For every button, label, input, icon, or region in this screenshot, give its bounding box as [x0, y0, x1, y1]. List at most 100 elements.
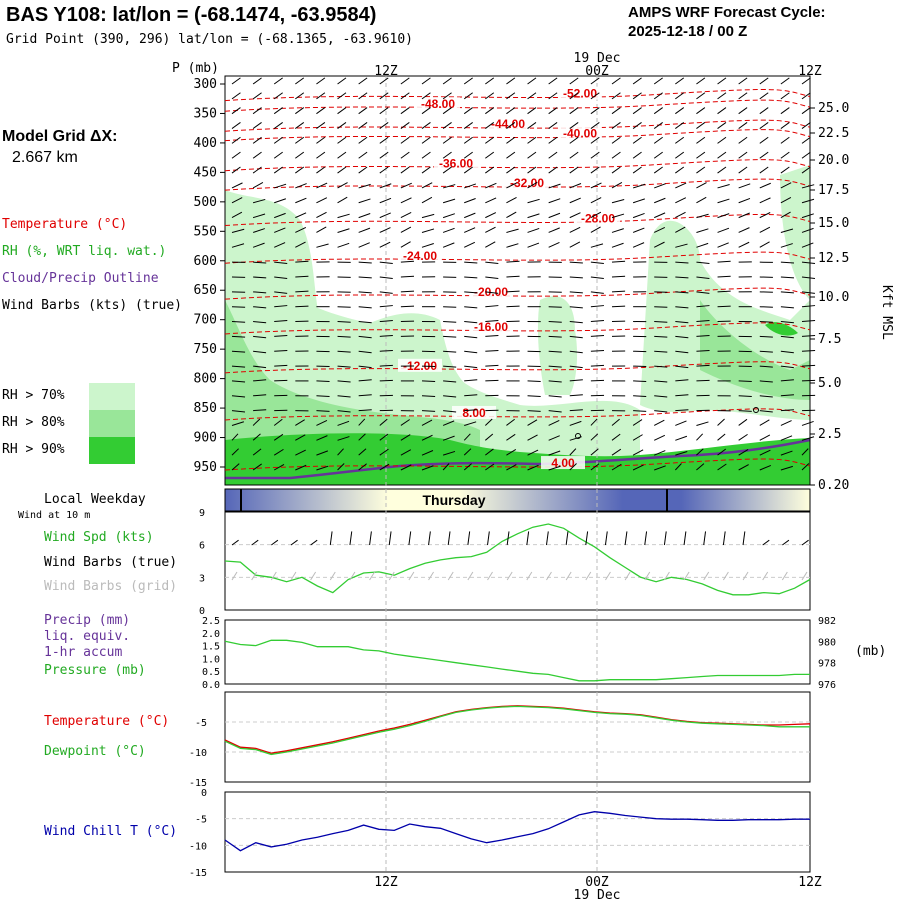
height-tick: 5.0: [818, 376, 841, 391]
wind-barb: [463, 77, 473, 85]
wind-barb: [337, 136, 347, 144]
wind-barb: [379, 334, 393, 337]
wind-barb: [654, 183, 666, 189]
wind-barb: [569, 365, 583, 369]
wind-barb: [696, 166, 706, 174]
pressure-tick: 600: [194, 254, 217, 269]
wind-barb: [379, 448, 389, 456]
wind-barb: [527, 395, 541, 397]
wind-barb: [316, 92, 326, 100]
wind-barb: [464, 291, 478, 294]
wind-barb: [231, 395, 246, 398]
wind-barb: [738, 380, 752, 382]
wind-barb: [252, 463, 262, 471]
precip-ytick: 0.5: [202, 667, 220, 678]
wind-barb: [506, 151, 516, 159]
legend-rh80-swatch: [89, 410, 135, 437]
wind-barb: [527, 181, 538, 189]
grid-wind-barb: [546, 571, 552, 581]
surface-wind-barb: [251, 539, 259, 546]
wind-barb: [801, 261, 816, 265]
wind-barb: [316, 77, 326, 85]
wind-barb: [273, 433, 284, 441]
wind-barb: [421, 196, 433, 204]
wind-barb: [485, 433, 494, 441]
height-tick: 2.5: [818, 427, 841, 442]
wind-barb: [421, 182, 433, 189]
wind-barb: [443, 395, 457, 398]
wind-barb: [527, 242, 540, 248]
wind-barb: [780, 379, 794, 382]
wind-barb: [400, 241, 411, 248]
wind-barb: [759, 335, 773, 338]
wind-barb: [506, 182, 518, 189]
wind-barb: [569, 241, 581, 248]
wind-barb: [485, 92, 495, 100]
wind-barb: [611, 242, 624, 248]
wind-barb: [337, 420, 350, 426]
wind-barb: [316, 243, 329, 248]
wind-barb: [358, 448, 367, 456]
wind-barb: [421, 151, 431, 159]
wind-barb: [569, 77, 579, 85]
temp-panel-frame: [224, 691, 811, 783]
wind-barb: [506, 305, 520, 308]
wind-barb: [801, 242, 814, 248]
wind-barb: [358, 394, 372, 397]
wind-barb: [506, 211, 517, 219]
wind-barb: [421, 122, 431, 129]
wind-barbs-grid-label: Wind Barbs (grid): [44, 579, 178, 594]
wind-barb: [442, 107, 452, 115]
wind-barb: [632, 419, 643, 426]
chill-ytick: -15: [189, 868, 207, 879]
wind-barb: [801, 364, 816, 367]
wind-barb: [485, 364, 499, 367]
surface-wind-barb: [467, 531, 471, 546]
pressure-tick: 400: [194, 136, 217, 151]
wind-barb: [400, 305, 415, 308]
wind-barb: [506, 290, 520, 293]
wind-barb: [759, 151, 769, 159]
precip-ytick: 2.0: [202, 629, 220, 640]
wind-barb: [738, 433, 748, 441]
isotherm-line: [224, 213, 811, 227]
wind-barb: [295, 77, 305, 85]
wind-barb: [738, 241, 750, 248]
wind-barb: [274, 291, 288, 294]
wind-barb: [337, 335, 351, 338]
wind-barb: [590, 418, 598, 426]
wind-barb: [273, 418, 283, 426]
wind-barb: [780, 166, 790, 174]
wind-barb: [337, 92, 347, 100]
wind-barb: [569, 197, 581, 204]
surface-marker: [575, 433, 581, 439]
wind-barb: [569, 92, 579, 100]
wind-barb: [696, 213, 709, 219]
wind-barb: [231, 136, 241, 144]
wind-barb: [274, 364, 288, 367]
wind-barb: [400, 197, 412, 204]
wind-barb: [400, 211, 412, 219]
wind-barb: [654, 197, 666, 204]
wind-barb: [252, 198, 266, 204]
legend-rh: RH (%, WRT liq. wat.): [2, 244, 167, 259]
surface-wind-barb: [565, 531, 569, 546]
wind-barb: [506, 228, 519, 233]
wind-barb: [569, 226, 581, 233]
wind-barb: [569, 394, 583, 397]
grid-wind-barb: [663, 571, 670, 581]
wind-barb: [442, 242, 455, 248]
wind-barb: [358, 166, 368, 174]
wind-barb: [463, 433, 471, 441]
wind-barb: [717, 183, 730, 189]
pressure-tick: 650: [194, 283, 217, 298]
wind-barb: [485, 122, 495, 129]
wind-barb: [632, 242, 645, 248]
wind-barb: [801, 320, 816, 323]
wind-barb: [801, 107, 811, 115]
wind-barb: [801, 151, 811, 159]
wind-barb: [463, 448, 472, 456]
wind-barb: [759, 92, 769, 100]
wind-barb: [274, 242, 286, 248]
wind-barb: [295, 197, 307, 204]
